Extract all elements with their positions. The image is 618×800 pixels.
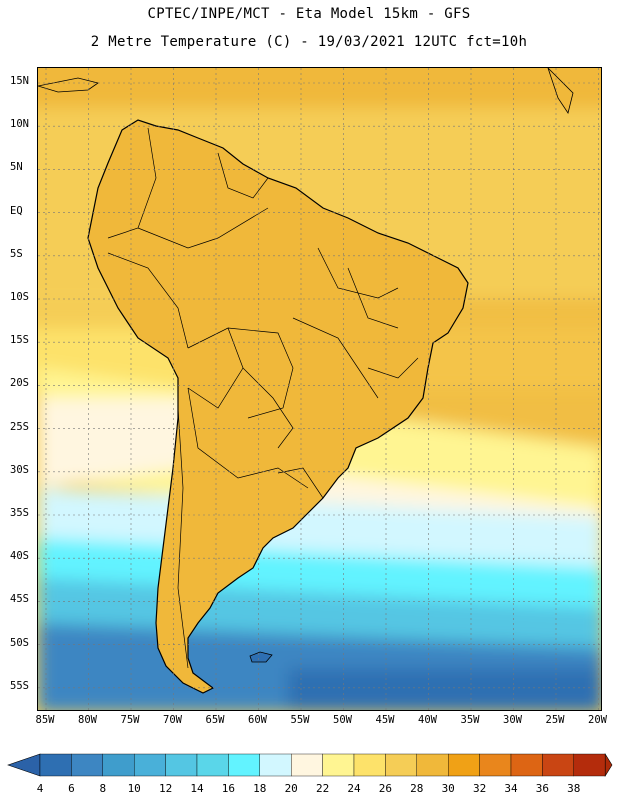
lon-tick-85W: 85W xyxy=(35,714,55,726)
lon-tick-50W: 50W xyxy=(333,714,352,726)
colorbar-swatch-9 xyxy=(322,753,355,777)
temperature-field xyxy=(38,68,601,710)
lon-tick-30W: 30W xyxy=(503,714,522,726)
lat-tick-10N: 10N xyxy=(10,118,29,131)
lat-tick-40S: 40S xyxy=(10,550,29,563)
lat-tick-10S: 10S xyxy=(10,291,29,303)
graticule xyxy=(38,68,601,710)
border-brazil-states-1 xyxy=(292,317,379,399)
colorbar-label-32: 32 xyxy=(472,782,487,795)
colorbar-swatch-0 xyxy=(39,753,72,777)
border-brazil-west xyxy=(227,327,294,419)
border-chile xyxy=(177,407,189,669)
ocean-band-pacific-cool xyxy=(38,398,188,488)
colorbar-label-36: 36 xyxy=(535,782,550,795)
border-uruguay xyxy=(277,467,324,514)
colorbar-label-4: 4 xyxy=(36,782,44,795)
colorbar-swatch-4 xyxy=(165,753,198,777)
lon-tick-20W: 20W xyxy=(588,714,607,726)
border-argentina-north xyxy=(187,387,309,489)
colorbar-label-14: 14 xyxy=(190,782,204,795)
lon-tick-25W: 25W xyxy=(545,714,565,726)
colorbar-label-34: 34 xyxy=(504,782,518,795)
lon-tick-45W: 45W xyxy=(375,714,395,726)
border-brazil-states-3 xyxy=(347,267,399,329)
temperature-map xyxy=(37,67,602,711)
colorbar-label-10: 10 xyxy=(127,782,141,795)
colorbar-label-22: 22 xyxy=(315,782,330,795)
lon-tick-75W: 75W xyxy=(120,714,140,726)
colorbar-swatch-16 xyxy=(542,753,575,777)
colorbar-label-8: 8 xyxy=(99,782,107,795)
colorbar-swatch-5 xyxy=(196,753,229,777)
border-peru xyxy=(107,252,189,349)
border-venezuela xyxy=(217,152,269,199)
lon-tick-70W: 70W xyxy=(163,714,182,726)
colorbar-swatch-3 xyxy=(133,753,166,777)
colorbar-label-38: 38 xyxy=(567,782,581,795)
border-paraguay xyxy=(242,367,294,449)
colorbar-swatch-2 xyxy=(102,753,135,777)
colorbar-label-16: 16 xyxy=(221,782,236,795)
lat-tick-15N: 15N xyxy=(10,75,29,87)
colorbar-swatch-12 xyxy=(416,753,449,777)
colorbar-swatch-11 xyxy=(385,753,417,777)
lon-tick-40W: 40W xyxy=(418,714,437,726)
border-colombia xyxy=(107,127,157,239)
colorbar xyxy=(7,752,613,778)
caribbean-islands xyxy=(38,77,99,93)
colorbar-label-6: 6 xyxy=(68,782,75,795)
lat-tick-5S: 5S xyxy=(10,247,23,260)
lat-tick-30S: 30S xyxy=(10,463,29,476)
colorbar-swatch-10 xyxy=(353,753,386,777)
border-brazil-states-4 xyxy=(367,357,419,379)
falkland-islands xyxy=(249,651,273,663)
colorbar-swatch-15 xyxy=(510,753,543,777)
lon-tick-80W: 80W xyxy=(78,714,97,726)
lat-tick-25S: 25S xyxy=(10,420,29,433)
colorbar-label-20: 20 xyxy=(284,782,298,795)
colorbar-swatch-1 xyxy=(71,753,104,777)
colorbar-high-arrow xyxy=(604,752,613,778)
colorbar-swatch-13 xyxy=(448,753,480,777)
colorbar-swatch-8 xyxy=(291,753,323,777)
lat-tick-5N: 5N xyxy=(10,161,23,174)
colorbar-label-24: 24 xyxy=(347,782,361,795)
lat-tick-55S: 55S xyxy=(10,679,29,692)
border-amazon-north xyxy=(137,207,269,249)
colorbar-label-18: 18 xyxy=(253,782,267,795)
lesser-antilles xyxy=(547,68,574,114)
map-title: CPTEC/INPE/MCT - Eta Model 15km - GFS xyxy=(147,6,471,22)
lat-tick-35S: 35S xyxy=(10,507,29,519)
lat-tick-45S: 45S xyxy=(10,593,29,606)
colorbar-low-arrow xyxy=(7,753,41,777)
lon-tick-55W: 55W xyxy=(290,714,310,726)
lat-tick-EQ: EQ xyxy=(10,204,23,217)
lat-tick-15S: 15S xyxy=(10,334,29,347)
ocean-band-polar-deep xyxy=(288,668,601,710)
lat-tick-50S: 50S xyxy=(10,636,29,649)
colorbar-swatch-7 xyxy=(259,753,292,777)
lon-tick-35W: 35W xyxy=(460,714,480,726)
lat-tick-20S: 20S xyxy=(10,377,29,390)
colorbar-swatch-14 xyxy=(479,753,512,777)
map-subtitle: 2 Metre Temperature (C) - 19/03/2021 12U… xyxy=(90,34,528,50)
colorbar-swatch-17 xyxy=(573,753,606,777)
colorbar-label-30: 30 xyxy=(441,782,455,795)
colorbar-label-28: 28 xyxy=(410,782,424,795)
country-borders xyxy=(107,127,419,669)
lon-tick-60W: 60W xyxy=(248,714,267,726)
colorbar-label-12: 12 xyxy=(158,782,173,795)
colorbar-label-26: 26 xyxy=(378,782,393,795)
colorbar-swatch-6 xyxy=(228,753,260,777)
lon-tick-65W: 65W xyxy=(205,714,225,726)
